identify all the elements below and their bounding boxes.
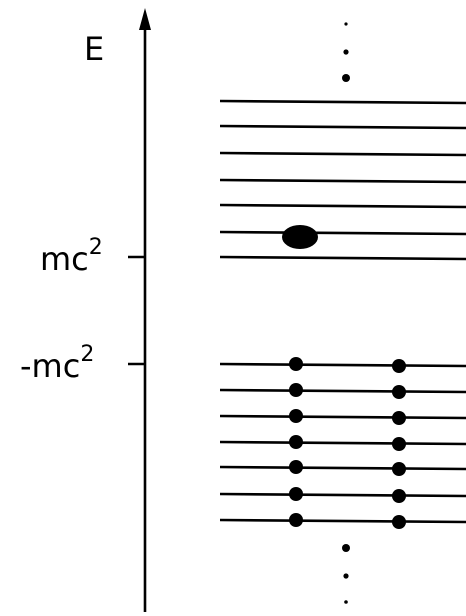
energy-level — [219, 440, 466, 446]
energy-level — [219, 230, 466, 236]
electron — [392, 515, 406, 529]
electrons-right-column — [392, 359, 406, 529]
energy-level — [219, 362, 466, 368]
tick-label-neg-mc2-base: -mc — [20, 347, 80, 385]
energy-level — [219, 151, 466, 157]
electron — [289, 383, 303, 397]
electron — [289, 487, 303, 501]
energy-level — [219, 465, 466, 471]
energy-level — [219, 388, 466, 394]
electron — [289, 513, 303, 527]
excited-electron — [282, 225, 318, 249]
electron — [392, 437, 406, 451]
electron — [392, 385, 406, 399]
energy-level — [219, 518, 466, 524]
negative-energy-sea — [219, 362, 466, 524]
dot — [344, 600, 348, 604]
tick-label-neg-mc2: -mc2 — [20, 342, 94, 385]
dot — [344, 22, 348, 26]
tick-label-neg-mc2-exponent: 2 — [80, 342, 94, 367]
tick-label-mc2: mc2 — [40, 235, 103, 278]
energy-level — [219, 178, 466, 184]
energy-level — [219, 255, 466, 261]
tick-label-mc2-exponent: 2 — [89, 235, 103, 260]
electron — [289, 435, 303, 449]
positive-energy-band — [219, 99, 466, 261]
energy-level — [219, 124, 466, 130]
dot — [342, 544, 350, 552]
energy-level — [219, 414, 466, 420]
electron — [392, 359, 406, 373]
electron — [289, 460, 303, 474]
energy-level — [219, 203, 466, 209]
electron — [392, 462, 406, 476]
axis-label: E — [84, 30, 104, 68]
continuation-dots-bottom — [342, 544, 350, 604]
dot — [343, 573, 349, 579]
energy-level — [219, 492, 466, 498]
electron — [392, 411, 406, 425]
axis-arrow-icon — [139, 8, 151, 30]
dot — [342, 74, 350, 82]
energy-level — [219, 99, 466, 105]
electron — [289, 357, 303, 371]
electron — [289, 409, 303, 423]
continuation-dots-top — [342, 22, 350, 82]
electrons-left-column — [289, 357, 303, 527]
electron — [392, 489, 406, 503]
dot — [343, 49, 349, 55]
tick-label-mc2-base: mc — [40, 240, 89, 278]
